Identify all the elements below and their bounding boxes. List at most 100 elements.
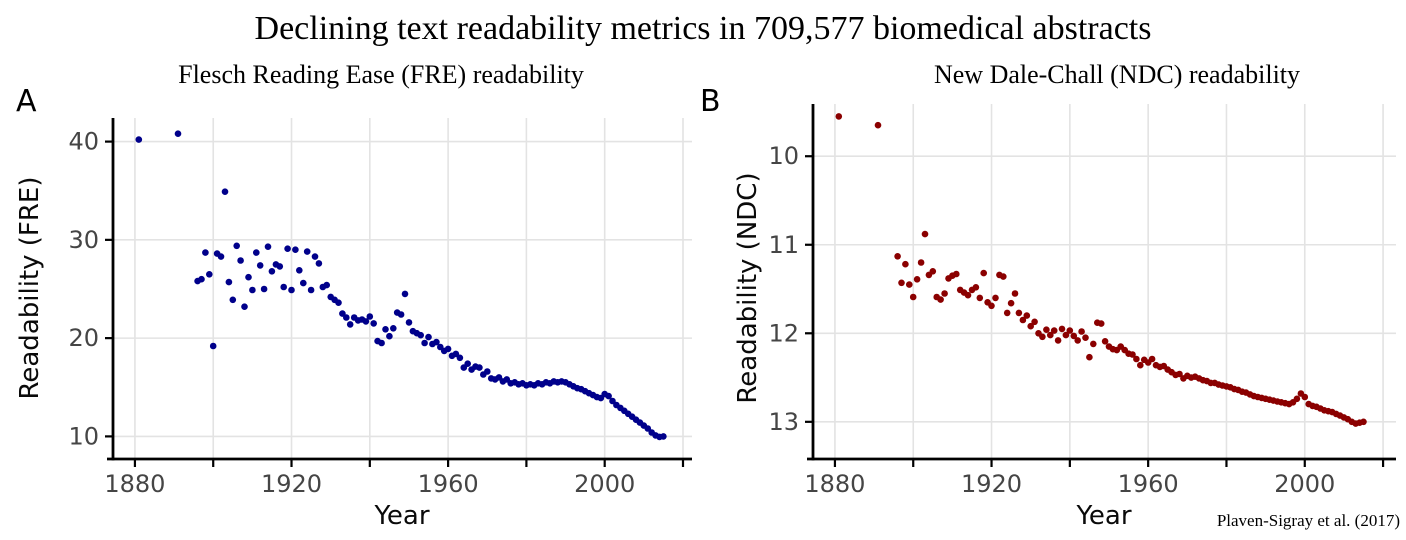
data-point [198,275,205,283]
data-point [1101,338,1109,345]
data-point [233,242,240,250]
panel-a-x-axis-title: Year [374,501,430,531]
panel-b-gridlines [813,104,1396,459]
data-point [1176,370,1183,378]
data-point [421,339,428,347]
data-point [1133,355,1140,363]
data-point [1054,337,1062,344]
y-tick-label: 12 [768,319,799,347]
data-point [405,319,413,326]
data-point [425,333,432,341]
data-point [249,286,256,294]
x-tick-label: 1880 [104,470,165,498]
data-point [252,249,260,256]
x-tick-label: 1960 [1118,470,1179,498]
data-point [366,313,374,320]
data-point [245,273,252,281]
data-point [1137,361,1144,369]
data-point [268,268,276,275]
x-tick-label: 1920 [961,470,1022,498]
data-point [382,326,389,333]
data-point [929,268,937,275]
data-point [1050,327,1058,334]
data-point [237,257,244,264]
data-point [1074,337,1081,344]
data-point [921,230,929,238]
panel-b-tick-labels: 1880 1920 1960 2000 10 11 12 13 [768,142,1335,498]
y-tick-label: 10 [768,142,799,170]
data-point [225,278,233,286]
data-point [1003,309,1011,317]
data-point [937,296,944,303]
data-point [335,299,342,307]
data-point [209,342,217,350]
panel-a-letter: A [16,84,37,119]
panel-a-axes [107,118,692,461]
data-point [417,331,425,339]
page-title: Declining text readability metrics in 70… [254,10,1152,47]
x-tick-label: 1880 [804,470,865,498]
attribution-text: Plaven-Sigray et al. (2017) [1216,511,1400,530]
data-point [1129,351,1136,358]
x-tick-label: 1920 [261,470,322,498]
data-point [906,281,913,288]
data-point [898,279,905,287]
data-point [1082,334,1089,342]
data-point [292,246,299,253]
data-point [397,311,405,318]
data-point [1062,331,1070,339]
data-point [174,130,182,137]
data-point [264,243,272,250]
data-point [323,281,331,289]
data-point [346,321,354,328]
data-point [913,276,921,283]
panel-b-axes [807,104,1396,461]
data-point [917,259,925,266]
data-point [343,314,350,321]
data-point [1015,309,1023,317]
data-point [992,294,999,302]
data-point [1031,318,1038,326]
panel-b-ticks [805,155,1385,467]
y-tick-label: 40 [68,128,99,156]
data-point [276,263,284,270]
panel-a-points [135,130,667,441]
data-point [456,354,464,362]
data-point [1011,290,1019,297]
data-point [1148,355,1156,363]
x-tick-label: 2000 [574,470,635,498]
data-point [941,290,948,297]
x-tick-label: 1960 [418,470,479,498]
data-point [1360,418,1367,426]
data-point [1000,273,1007,280]
data-point [976,294,984,302]
panel-b-letter: B [700,84,721,119]
data-point [1027,322,1034,330]
data-point [284,245,291,252]
data-point [464,360,472,368]
data-point [484,368,491,375]
data-point [988,302,995,310]
data-point [296,267,303,274]
data-point [1066,327,1074,334]
data-point [217,253,225,260]
data-point [386,332,393,340]
y-tick-label: 10 [68,422,99,450]
panel-b-x-axis-title: Year [1076,501,1132,531]
data-point [206,271,213,278]
data-point [288,286,295,294]
data-point [909,293,917,301]
data-point [1293,395,1301,403]
data-point [660,433,667,440]
data-point [605,392,612,400]
data-point [1078,328,1085,335]
data-point [315,260,323,267]
data-point [221,188,229,195]
data-point [135,136,143,143]
y-tick-label: 11 [768,231,799,259]
data-point [1301,393,1309,401]
data-point [835,113,843,120]
data-point [980,269,987,277]
data-point [902,260,909,268]
